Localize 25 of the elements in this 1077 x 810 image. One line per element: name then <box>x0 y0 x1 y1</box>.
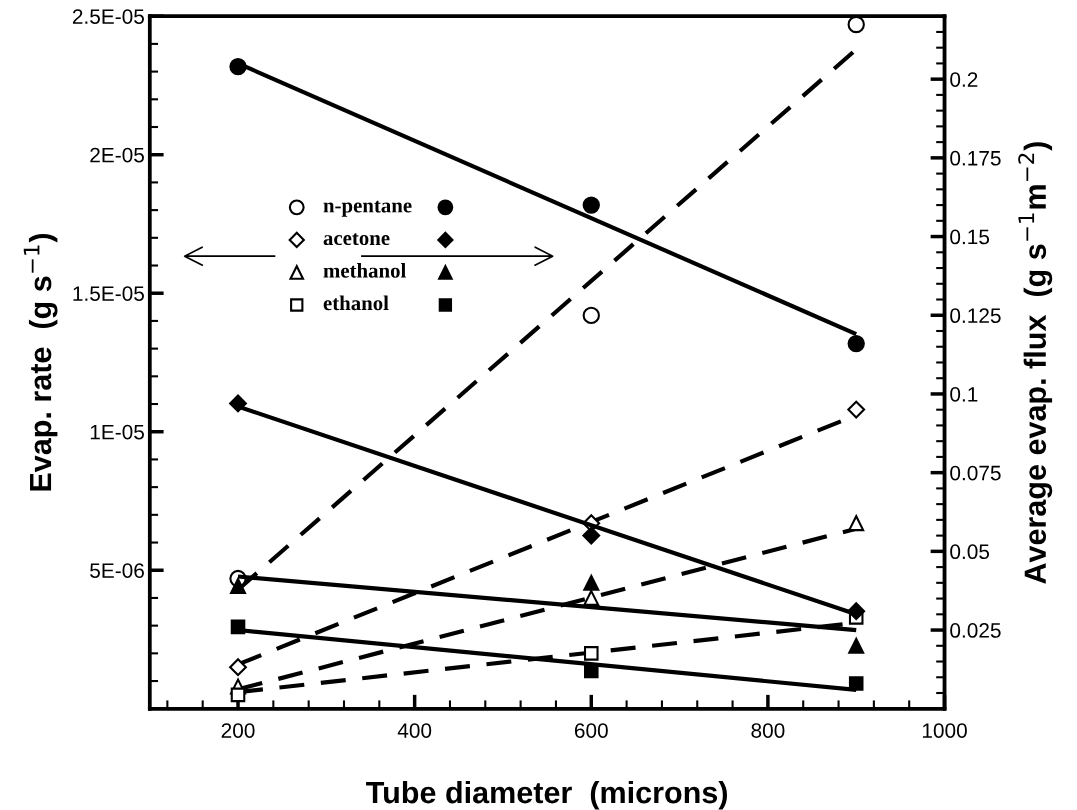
y2-tick-label: 0.125 <box>950 308 1001 324</box>
legend-label: n-pentane <box>323 200 412 217</box>
y2-tick-label: 0.2 <box>950 72 978 87</box>
y-tick-label: 1.5E-05 <box>73 286 144 301</box>
y2-tick-label: 0.075 <box>950 465 1001 481</box>
y2-tick-label: 0.1 <box>950 386 978 402</box>
legend-label: acetone <box>323 233 390 246</box>
x-tick-label: 200 <box>221 723 255 738</box>
y-axis-title: Evap. rate (g s$^{−1}$) <box>23 233 58 491</box>
y-tick-label: 5E-06 <box>90 563 144 578</box>
legend-label: methanol <box>323 263 406 278</box>
y2-tick-label: 0.05 <box>950 544 990 560</box>
y-tick-label: 2E-05 <box>90 147 144 163</box>
y2-tick-label: 0.175 <box>950 150 1001 166</box>
legend-label: ethanol <box>323 295 389 311</box>
y2-tick-label: 0.025 <box>950 623 1001 638</box>
y2-tick-label: 0.15 <box>950 229 990 245</box>
x-tick-label: 1000 <box>922 723 967 738</box>
y2-axis-title: Average evap. flux (g s$^{−1}$m$^{−2}$) <box>1018 142 1053 584</box>
x-axis-title: Tube diameter (microns) <box>366 780 727 810</box>
x-tick-label: 800 <box>751 723 785 738</box>
y-tick-label: 2.5E-05 <box>72 9 144 24</box>
x-tick-label: 600 <box>574 723 608 738</box>
y-tick-label: 1E-05 <box>90 424 144 440</box>
x-tick-label: 400 <box>397 723 432 738</box>
